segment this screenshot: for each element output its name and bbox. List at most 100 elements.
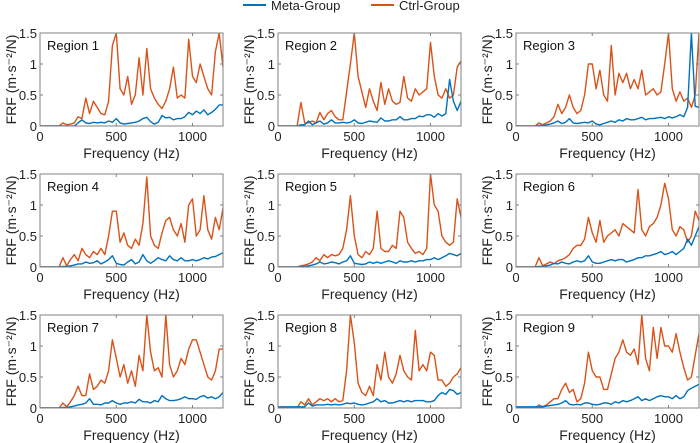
- y-tick-label: 1: [506, 198, 513, 213]
- plot-area: [278, 174, 461, 267]
- axes-box: [277, 173, 462, 268]
- subplot-region-5: 0 500 1000 0 0.5 1 1.5 Region 5 Frequency (Hz) FR…: [241, 167, 462, 302]
- y-axis-label: FRF (m·s⁻²/N): [241, 35, 257, 125]
- ctrl-group-line: [516, 33, 699, 126]
- x-tick-label: 0: [512, 411, 519, 426]
- meta-group-line: [278, 252, 461, 267]
- meta-group-line: [278, 78, 461, 126]
- y-tick-label: 0: [30, 260, 37, 275]
- x-axis-label: Frequency (Hz): [559, 145, 655, 161]
- y-axis-label: FRF (m·s⁻²/N): [241, 317, 257, 407]
- x-tick-label: 1000: [416, 129, 445, 144]
- y-tick-label: 0: [506, 119, 513, 134]
- x-tick-label: 500: [343, 129, 365, 144]
- subplot-region-3: 0 500 1000 0 0.5 1 1.5 Region 3 Frequency (Hz) FR…: [479, 26, 700, 161]
- y-tick-label: 0.5: [495, 88, 513, 103]
- y-tick-label: 0: [30, 401, 37, 416]
- legend-meta-label: Meta-Group: [271, 0, 340, 13]
- y-tick-label: 1: [268, 339, 275, 354]
- x-axis-label: Frequency (Hz): [83, 286, 179, 302]
- ctrl-group-line: [40, 315, 223, 408]
- series-group: [516, 315, 699, 408]
- region-title: Region 9: [523, 320, 575, 335]
- y-axis-label: FRF (m·s⁻²/N): [479, 176, 495, 266]
- subplot-region-2: 0 500 1000 0 0.5 1 1.5 Region 2 Frequency (Hz) FR…: [241, 26, 462, 161]
- x-axis-label: Frequency (Hz): [559, 427, 655, 443]
- axes-box: [277, 32, 462, 127]
- y-tick-label: 1: [30, 198, 37, 213]
- y-tick-label: 1: [30, 57, 37, 72]
- ctrl-group-line: [516, 315, 699, 408]
- series-group: [278, 315, 461, 408]
- plot-area: [40, 174, 223, 267]
- meta-group-line: [516, 383, 699, 408]
- subplot-region-9: 0 500 1000 0 0.5 1 1.5 Region 9 Frequency (Hz) FR…: [479, 308, 700, 443]
- x-axis-label: Frequency (Hz): [321, 286, 417, 302]
- region-title: Region 1: [47, 38, 99, 53]
- x-tick-label: 500: [343, 411, 365, 426]
- legend-ctrl-label: Ctrl-Group: [399, 0, 460, 13]
- region-title: Region 6: [523, 179, 575, 194]
- series-group: [516, 182, 699, 267]
- subplot-region-7: 0 500 1000 0 0.5 1 1.5 Region 7 Frequency (Hz) FR…: [3, 308, 224, 443]
- y-tick-label: 0: [506, 401, 513, 416]
- y-axis-label: FRF (m·s⁻²/N): [3, 35, 19, 125]
- region-title: Region 4: [47, 179, 99, 194]
- y-tick-label: 1.5: [257, 167, 275, 182]
- y-tick-label: 0.5: [257, 229, 275, 244]
- y-tick-label: 0: [268, 119, 275, 134]
- x-tick-label: 500: [581, 270, 603, 285]
- series-group: [40, 176, 223, 267]
- y-tick-label: 0.5: [257, 370, 275, 385]
- x-axis-label: Frequency (Hz): [321, 427, 417, 443]
- y-tick-label: 1: [506, 57, 513, 72]
- plot-area: [40, 33, 223, 126]
- y-tick-label: 0: [506, 260, 513, 275]
- axes-box: [515, 314, 700, 409]
- x-tick-label: 1000: [654, 270, 683, 285]
- y-tick-label: 0.5: [19, 88, 37, 103]
- legend: Meta-Group Ctrl-Group: [243, 0, 460, 13]
- x-tick-label: 1000: [178, 129, 207, 144]
- meta-group-line: [40, 392, 223, 408]
- region-title: Region 2: [285, 38, 337, 53]
- subplot-region-1: 0 500 1000 0 0.5 1 1.5 Region 1 Frequency (Hz) FR…: [3, 26, 224, 161]
- region-title: Region 7: [47, 320, 99, 335]
- y-tick-label: 0.5: [19, 229, 37, 244]
- ctrl-group-line: [40, 33, 223, 126]
- meta-group-line: [516, 33, 699, 126]
- subplot-region-4: 0 500 1000 0 0.5 1 1.5 Region 4 Frequency (Hz) FR…: [3, 167, 224, 302]
- series-group: [40, 33, 223, 126]
- series-group: [278, 33, 461, 126]
- y-tick-label: 0.5: [495, 229, 513, 244]
- x-tick-label: 500: [581, 411, 603, 426]
- ctrl-group-line: [278, 315, 461, 408]
- x-tick-label: 0: [36, 270, 43, 285]
- y-axis-label: FRF (m·s⁻²/N): [3, 176, 19, 266]
- plot-area: [516, 33, 699, 126]
- series-group: [40, 315, 223, 408]
- y-tick-label: 1.5: [495, 308, 513, 323]
- subplot-region-8: 0 500 1000 0 0.5 1 1.5 Region 8 Frequency (Hz) FR…: [241, 308, 462, 443]
- y-tick-label: 1.5: [19, 26, 37, 41]
- x-tick-label: 1000: [416, 411, 445, 426]
- y-tick-label: 1: [506, 339, 513, 354]
- x-axis-label: Frequency (Hz): [321, 145, 417, 161]
- x-tick-label: 0: [274, 270, 281, 285]
- x-axis-label: Frequency (Hz): [83, 145, 179, 161]
- meta-group-line: [516, 226, 699, 267]
- y-tick-label: 1: [268, 57, 275, 72]
- axes-box: [515, 32, 700, 127]
- axes-box: [39, 173, 224, 268]
- axes-box: [277, 314, 462, 409]
- x-tick-label: 500: [581, 129, 603, 144]
- plot-area: [516, 315, 699, 408]
- y-tick-label: 0: [268, 260, 275, 275]
- region-title: Region 3: [523, 38, 575, 53]
- y-tick-label: 1.5: [257, 26, 275, 41]
- axes-box: [39, 314, 224, 409]
- y-tick-label: 0.5: [495, 370, 513, 385]
- x-tick-label: 1000: [178, 411, 207, 426]
- x-tick-label: 1000: [654, 411, 683, 426]
